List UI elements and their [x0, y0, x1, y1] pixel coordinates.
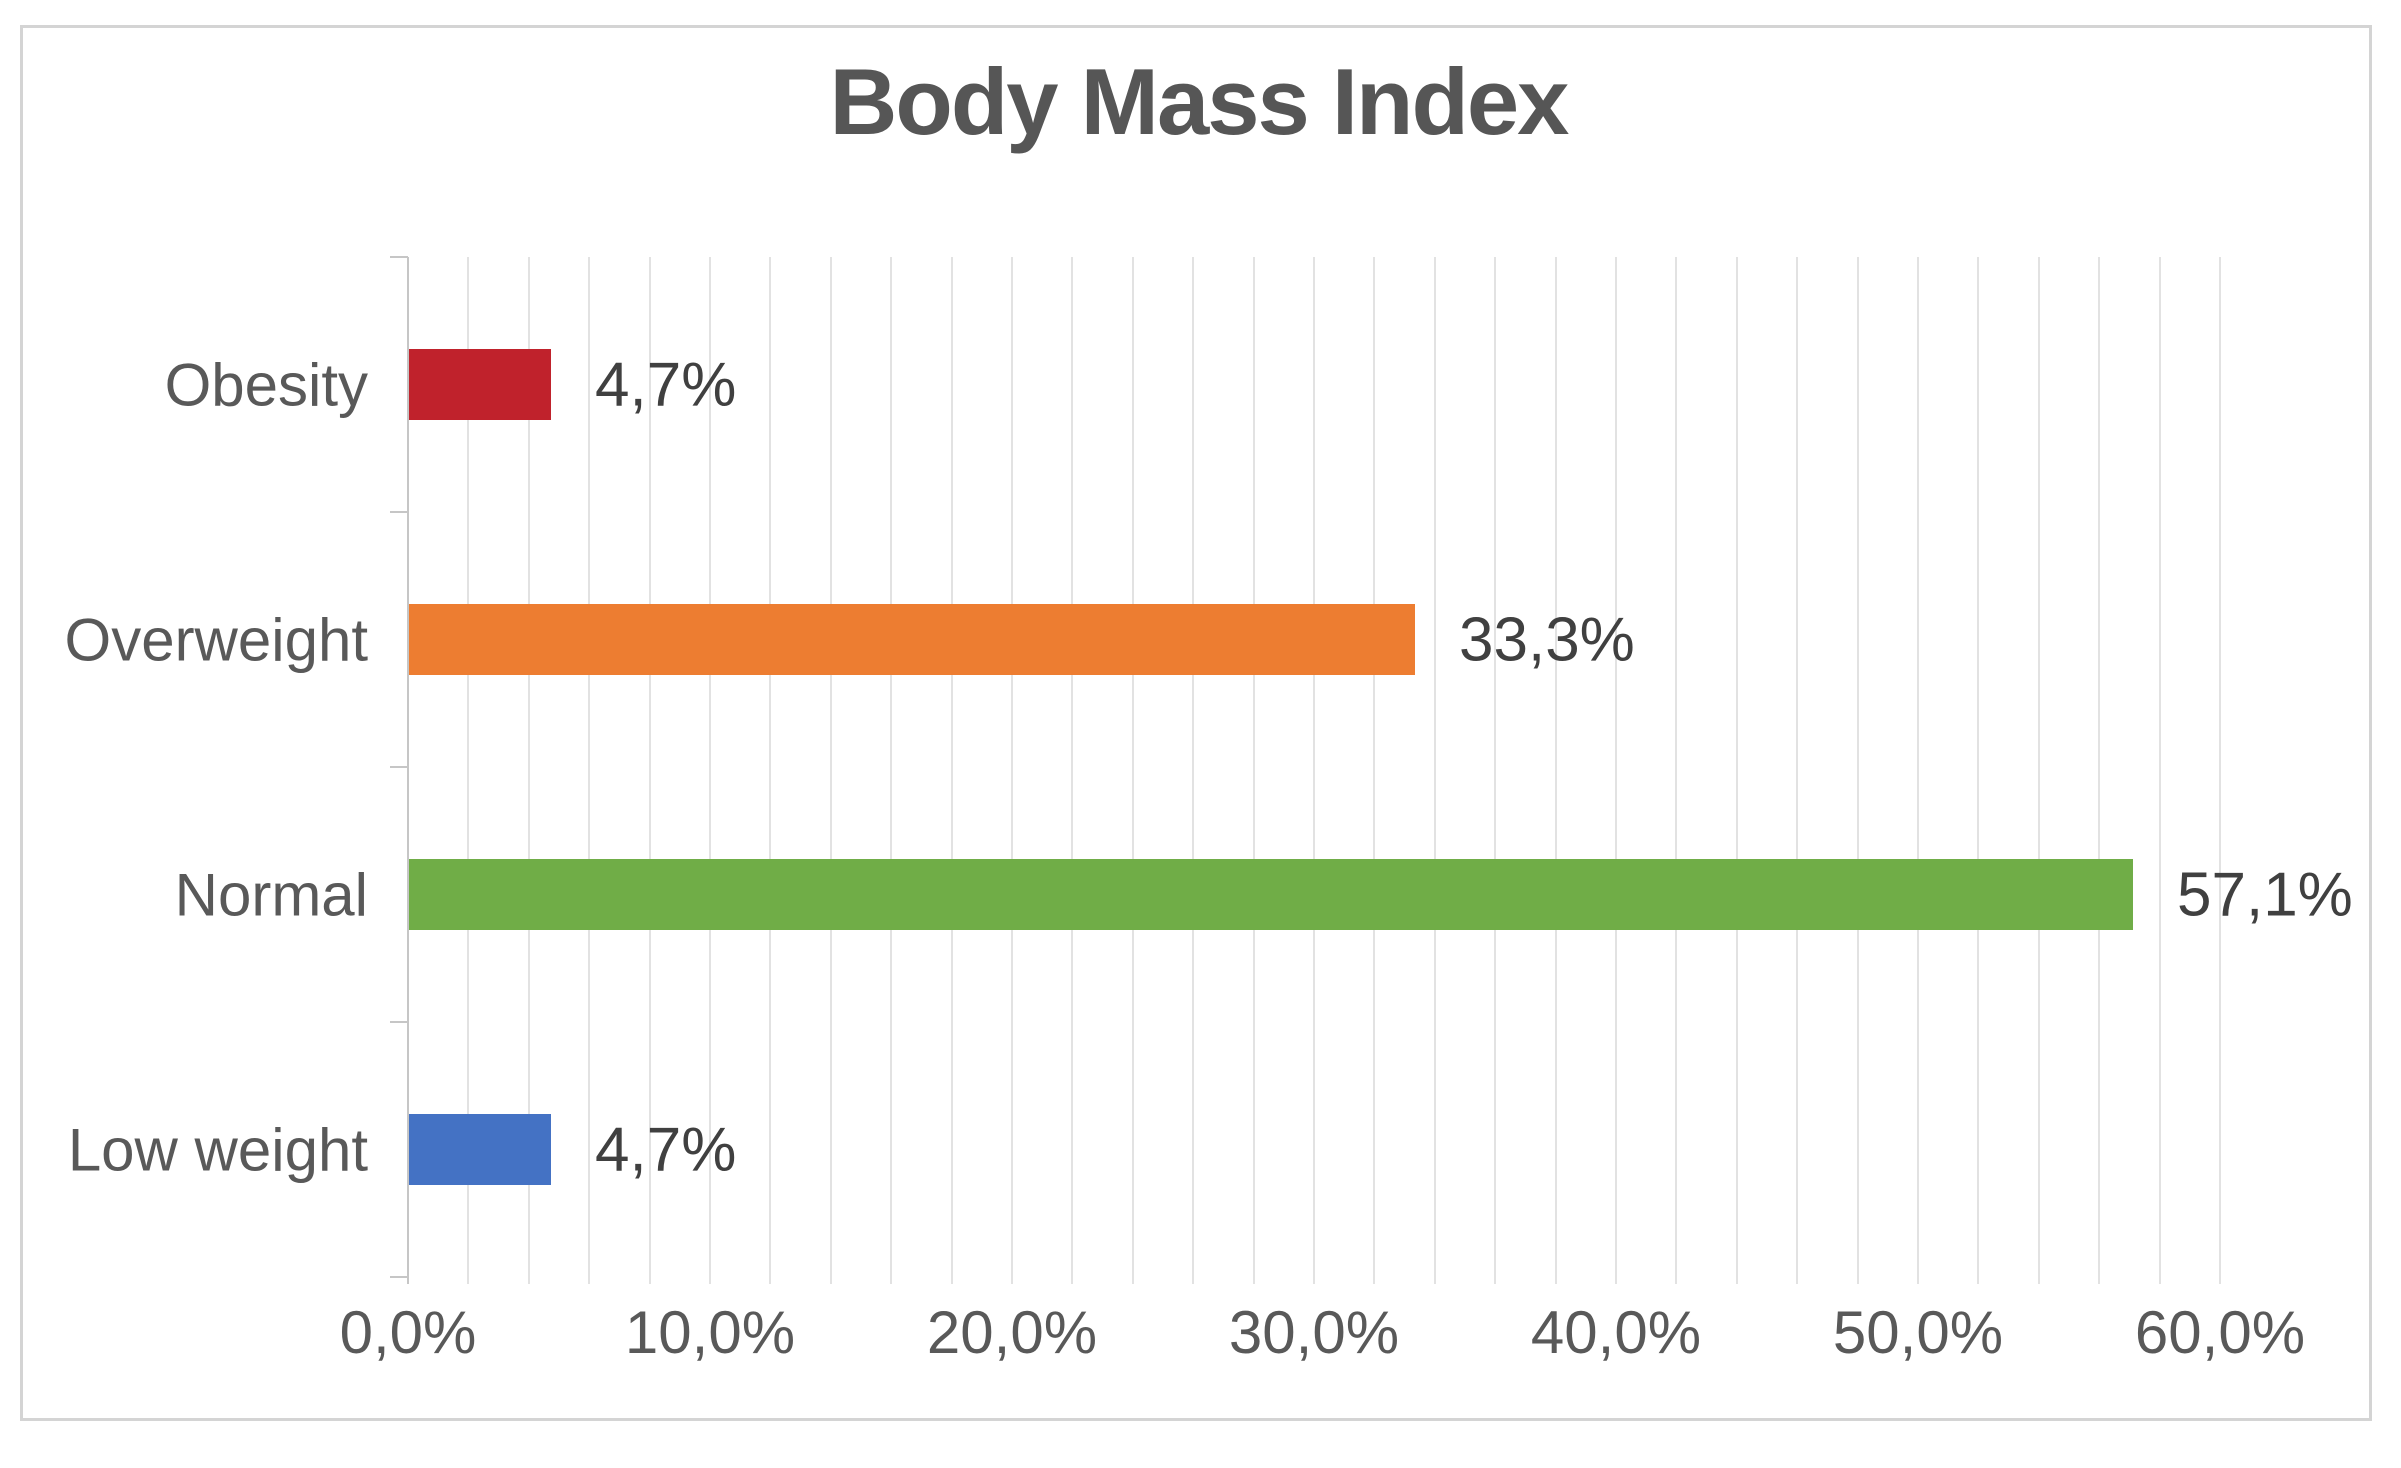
chart-frame: [20, 25, 2372, 1421]
chart-title: Body Mass Index: [829, 49, 1570, 154]
